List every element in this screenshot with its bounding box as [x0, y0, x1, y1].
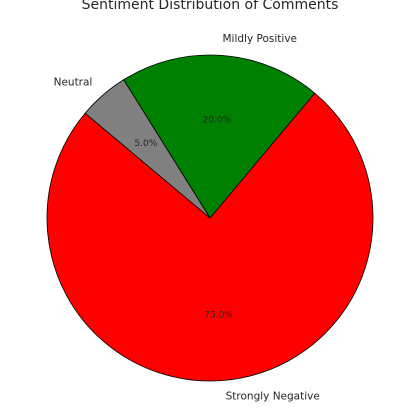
pie-labels: Strongly Negative 75.0% Mildly Positive 20.…	[54, 33, 320, 402]
pie-slice-neutral	[84, 79, 211, 219]
slice-label-neutral: Neutral	[54, 77, 93, 89]
slice-label-strongly-negative: Strongly Negative	[226, 391, 320, 403]
slice-pct-strongly-negative: 75.0%	[204, 310, 233, 320]
pie-slices	[46, 54, 374, 382]
chart-title: Sentiment Distribution of Comments	[82, 0, 339, 13]
pie-slice-strongly-negative	[46, 92, 374, 382]
pie-slice-mildly-positive	[123, 54, 316, 219]
slice-pct-mildly-positive: 20.0%	[203, 115, 232, 125]
slice-pct-neutral: 5.0%	[134, 139, 157, 149]
slice-label-mildly-positive: Mildly Positive	[223, 33, 298, 45]
